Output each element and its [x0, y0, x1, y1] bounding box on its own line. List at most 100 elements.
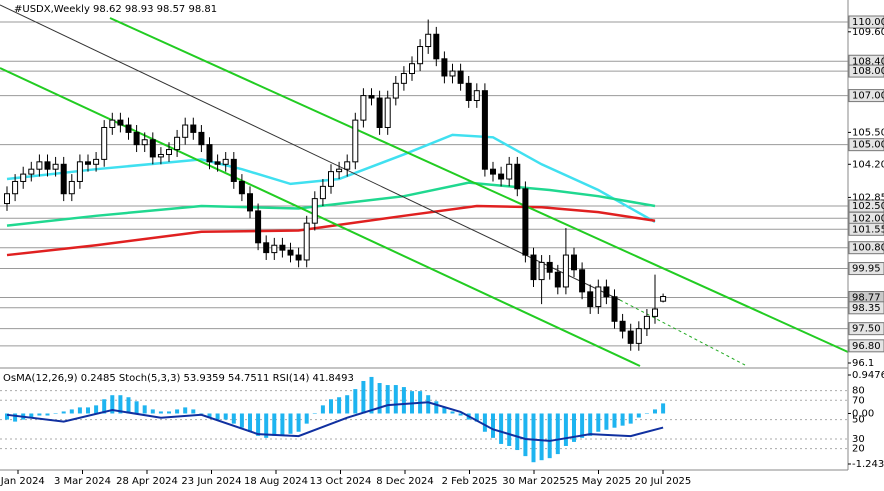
y-tick-label: 102.85 [852, 192, 884, 203]
osma-bar [474, 413, 479, 422]
osma-bar [29, 413, 34, 418]
osma-bar [434, 401, 439, 414]
x-tick-label: 25 May 2025 [566, 476, 631, 487]
x-tick-label: 30 Mar 2025 [502, 476, 565, 487]
y-tick-label: 108.00 [852, 66, 884, 77]
candle-body [595, 286, 602, 308]
osma-bar [661, 403, 666, 414]
osma-bar [636, 413, 641, 418]
osma-bar [191, 409, 196, 414]
candle-body [52, 163, 59, 170]
x-tick-label: 28 Apr 2024 [116, 476, 178, 487]
y-tick-label: 107.00 [852, 91, 884, 102]
y-tick-label: 105.50 [852, 127, 884, 138]
candle-body [4, 193, 10, 205]
y-tick-label: 100.80 [852, 243, 884, 254]
osma-bar [167, 411, 171, 414]
osma-bar [320, 405, 325, 414]
level-box [848, 241, 884, 255]
candle-body [141, 139, 148, 146]
osma-bar [223, 413, 228, 420]
candle-body [311, 198, 318, 224]
candle-body [287, 249, 294, 256]
candle-body [303, 222, 310, 261]
osma-bar [142, 405, 147, 414]
osma-bar [499, 413, 504, 444]
candle-body [157, 153, 164, 158]
level-box [848, 89, 884, 103]
candle-body [263, 242, 270, 254]
candle-body [409, 63, 415, 75]
candle-body [109, 119, 116, 128]
osma-bar [653, 409, 657, 414]
level-box [848, 64, 884, 78]
osma-bar [337, 397, 342, 414]
osma-bar [134, 401, 139, 414]
y-tick-label: 96.1 [852, 358, 874, 369]
osma-bar [612, 413, 617, 428]
candle-body [400, 73, 407, 84]
candle-body [238, 180, 245, 195]
osma-bar [531, 413, 536, 463]
osma-bar [5, 413, 9, 420]
osma-bar [596, 413, 601, 432]
candle-body [538, 261, 545, 281]
candle-body [368, 95, 375, 99]
level-box [848, 322, 884, 336]
level-box [848, 138, 884, 152]
candle-body [336, 168, 343, 173]
candle-body [255, 210, 262, 244]
osma-bar [312, 413, 317, 414]
osma-bar [86, 407, 90, 414]
moving-average [6, 133, 656, 224]
x-tick-label: 18 Aug 2024 [244, 476, 308, 487]
osma-bar [539, 413, 544, 461]
osma-bar [150, 409, 155, 414]
osma-bar [45, 413, 50, 416]
candle-body [190, 124, 197, 133]
osma-bar [369, 376, 374, 414]
osma-bar [264, 413, 269, 438]
candle-body [433, 33, 440, 60]
osma-bar [515, 413, 520, 451]
candle-body [20, 173, 27, 182]
y-tick-label: 0.00 [852, 408, 874, 419]
osma-bar [288, 413, 293, 434]
candle-body [247, 193, 253, 212]
osma-bar [183, 407, 188, 414]
candle-body [214, 161, 221, 165]
y-tick-label: 50 [852, 415, 865, 426]
osma-bar [401, 387, 406, 414]
osma-bar [304, 413, 309, 424]
candle-body [619, 320, 626, 332]
candle-body [117, 119, 124, 126]
y-tick-label: 99.95 [852, 264, 881, 275]
osma-bar [361, 380, 366, 414]
y-tick-label: 109.60 [852, 27, 884, 38]
candle-body [417, 46, 424, 65]
moving-average [6, 181, 656, 227]
osma-bar [580, 413, 585, 438]
candle-body [206, 144, 213, 163]
osma-bar [442, 407, 447, 414]
y-tick-label: 105.00 [852, 140, 884, 151]
y-tick-label: 70 [852, 395, 865, 406]
osma-bar [345, 395, 350, 414]
osma-bar [158, 411, 163, 414]
osma-bar [126, 397, 131, 414]
y-tick-label: 104.20 [852, 159, 884, 170]
osma-bar [507, 413, 512, 446]
candle-body [36, 161, 43, 170]
x-tick-label: 23 Jun 2024 [181, 476, 241, 487]
candle-body [603, 286, 610, 298]
candle-body [319, 185, 326, 200]
candle-body [85, 161, 91, 165]
osma-bar [199, 413, 204, 414]
candle-body [530, 254, 537, 281]
osma-bar [37, 413, 42, 416]
x-tick-label: 7 Jan 2024 [0, 476, 45, 487]
y-tick-label: 101.55 [852, 224, 884, 235]
y-tick-label: 108.40 [852, 56, 884, 67]
